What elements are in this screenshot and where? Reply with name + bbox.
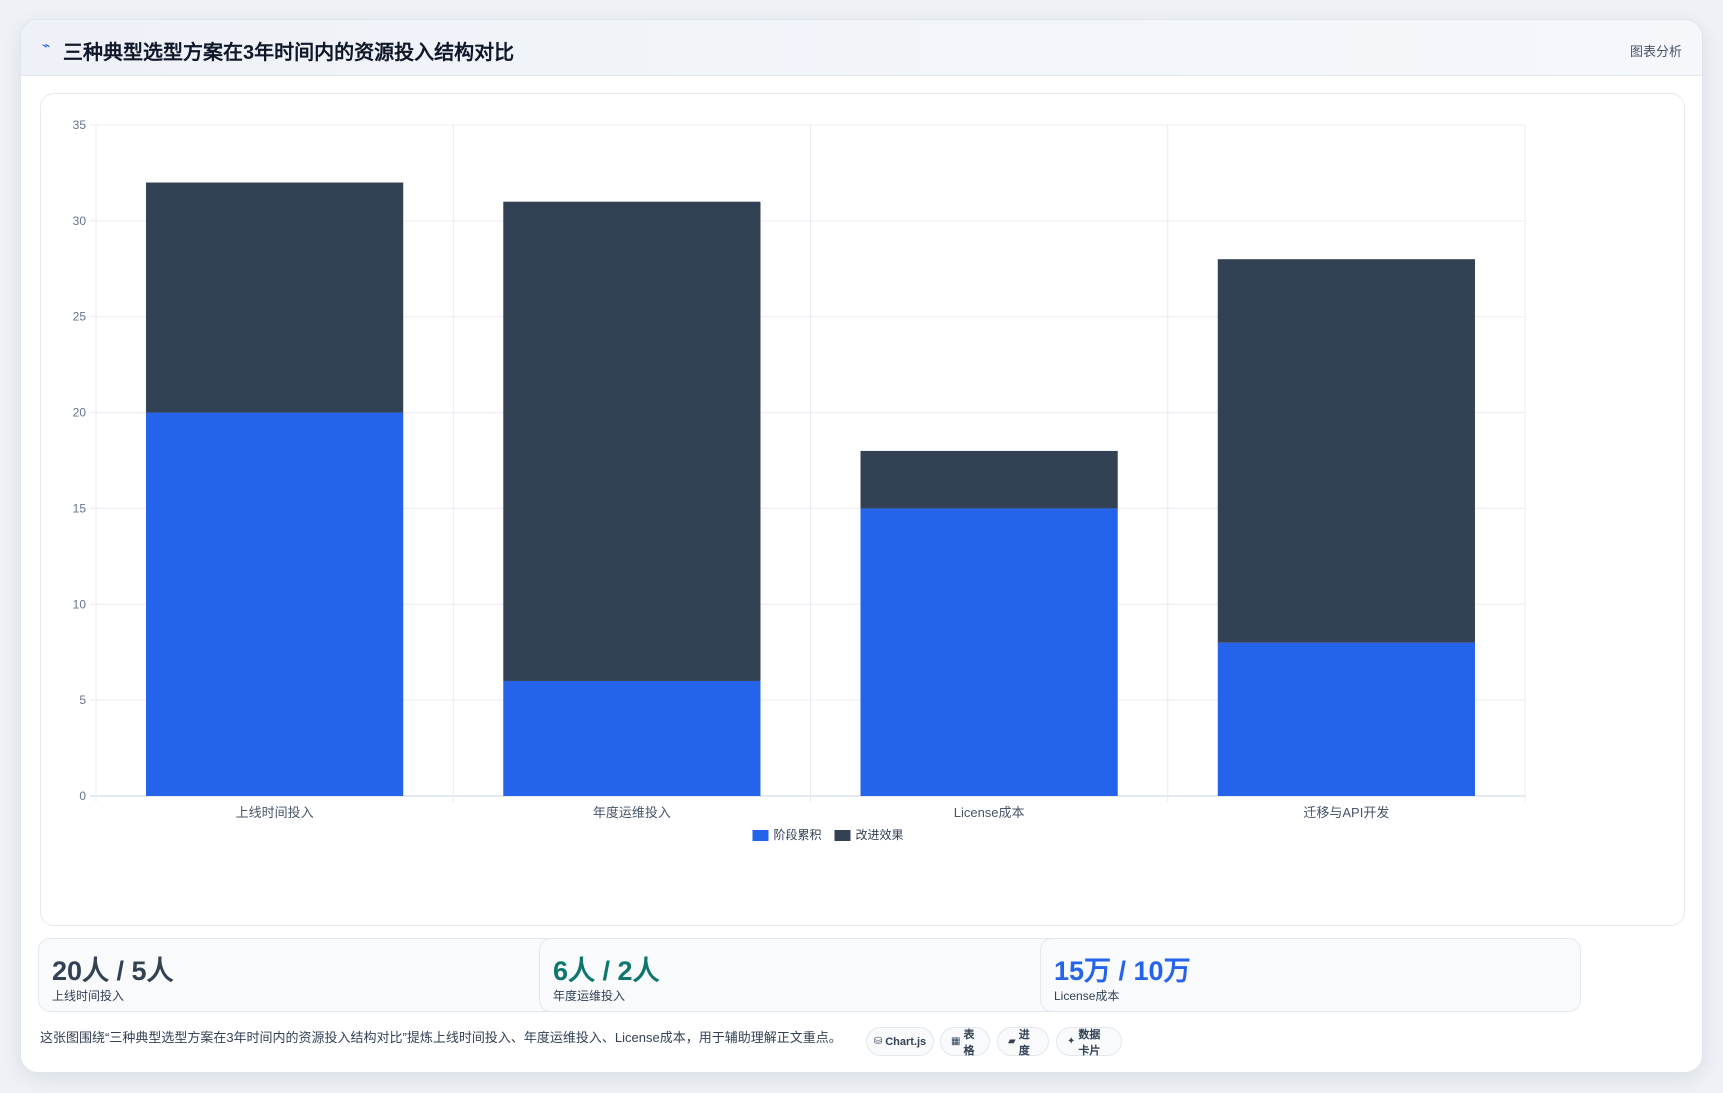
stat-value: 15万 / 10万	[1054, 956, 1191, 986]
y-tick-label: 15	[73, 501, 87, 515]
footer-pill-label: 进度	[1018, 1028, 1030, 1057]
x-category-label: 迁移与API开发	[1303, 805, 1389, 820]
x-category-label: 年度运维投入	[593, 805, 671, 820]
bar-stage-accumulation-1[interactable]	[503, 680, 761, 796]
bar-improvement-effect-1[interactable]	[503, 201, 761, 681]
y-tick-label: 10	[73, 597, 87, 611]
bar-stage-accumulation-2[interactable]	[860, 508, 1118, 796]
stacked-bar-chart: 0 5 10 15 20 25 30 35 上线时间投入 年度运维投入 License成本 迁移与AP…	[73, 118, 1526, 842]
chart-panel: 0 5 10 15 20 25 30 35 上线时间投入 年度运维投入 License成本 迁移与AP…	[40, 93, 1685, 926]
chart-analysis-link[interactable]: 图表分析	[1629, 44, 1682, 59]
x-category-label: License成本	[954, 805, 1025, 820]
stat-card: 6人 / 2人年度运维投入	[539, 938, 1080, 1012]
footer-pill-label: Chart.js	[885, 1035, 927, 1048]
stat-card: 15万 / 10万 License成本	[1040, 938, 1581, 1012]
chart-card: ⌁ 三种典型选型方案在3年时间内的资源投入结构对比 图表分析 0 5 10 15 20 2…	[20, 19, 1703, 1073]
y-tick-label: 20	[73, 406, 87, 420]
table-icon: ▦	[951, 1036, 961, 1047]
y-tick-label: 0	[79, 789, 86, 803]
stat-label: 上线时间投入	[52, 989, 125, 1003]
axes: 0 5 10 15 20 25 30 35 上线时间投入 年度运维投入 License成本 迁移与AP…	[73, 118, 1390, 820]
legend-swatch[interactable]	[834, 830, 851, 841]
stat-value: 6人 / 2人	[553, 956, 660, 986]
stat-label: 年度运维投入	[553, 989, 626, 1003]
legend-label[interactable]: 改进效果	[856, 827, 904, 842]
legend-swatch[interactable]	[752, 830, 769, 841]
progress-icon: ▰	[1008, 1036, 1016, 1047]
y-tick-label: 30	[73, 214, 87, 228]
card-header: ⌁ 三种典型选型方案在3年时间内的资源投入结构对比 图表分析	[21, 20, 1702, 76]
bar-stage-accumulation-3[interactable]	[1217, 642, 1475, 796]
y-tick-label: 5	[79, 693, 86, 707]
footer-pill[interactable]: ▦ 表格	[940, 1027, 990, 1057]
stat-value: 20人 / 5人	[52, 956, 174, 986]
y-tick-label: 25	[73, 310, 87, 324]
stat-card: 20人 / 5人上线时间投入	[38, 938, 579, 1012]
chart-line-icon: ⌁	[42, 38, 51, 54]
bars	[146, 182, 1475, 796]
footer-pill-label: 数据卡片	[1078, 1028, 1101, 1057]
chart-title: 三种典型选型方案在3年时间内的资源投入结构对比	[63, 42, 515, 64]
chart-description: 这张图围绕“三种典型选型方案在3年时间内的资源投入结构对比”提炼上线时间投入、年…	[40, 1030, 842, 1045]
chart-legend: 阶段累积 改进效果	[752, 827, 904, 842]
footer-pill[interactable]: ▰ 进度	[997, 1027, 1049, 1057]
footer-pill-label: 表格	[963, 1028, 975, 1057]
footer-pill[interactable]: ⛁ Chart.js	[866, 1027, 934, 1056]
bar-improvement-effect-0[interactable]	[146, 182, 404, 413]
legend-label[interactable]: 阶段累积	[774, 827, 822, 842]
stat-label: License成本	[1054, 989, 1120, 1003]
bar-improvement-effect-3[interactable]	[1217, 259, 1475, 643]
x-category-label: 上线时间投入	[236, 805, 314, 820]
bar-improvement-effect-2[interactable]	[860, 450, 1118, 509]
bar-stage-accumulation-0[interactable]	[146, 412, 404, 796]
footer-pill[interactable]: ✦ 数据卡片	[1056, 1027, 1122, 1057]
chartjs-icon: ⛁	[873, 1036, 883, 1047]
y-tick-label: 35	[73, 118, 87, 132]
sparkle-icon: ✦	[1067, 1036, 1076, 1047]
